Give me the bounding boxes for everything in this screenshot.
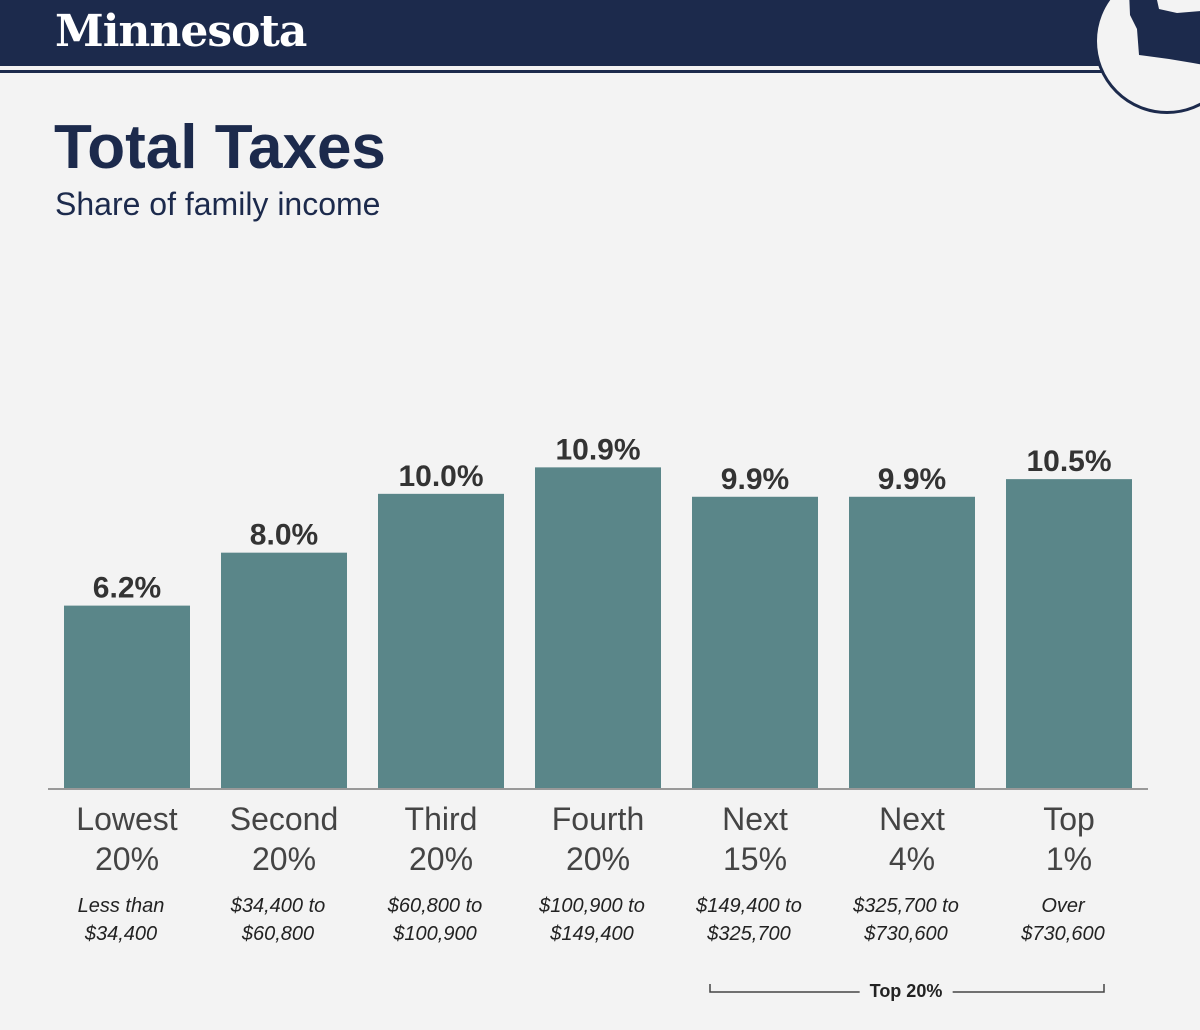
category-label-6-line-1: Next <box>879 801 945 837</box>
category-label-6-line-2: 4% <box>889 841 935 877</box>
bar-6 <box>849 496 975 788</box>
category-label-2-line-2: 20% <box>252 841 316 877</box>
income-range-2-line-2: $60,800 <box>241 923 314 945</box>
category-label-4-line-2: 20% <box>566 841 630 877</box>
value-label-6: 9.9% <box>878 463 946 496</box>
category-label-3-line-2: 20% <box>409 841 473 877</box>
category-label-3-line-1: Third <box>405 801 478 837</box>
income-range-4-line-1: $100,900 to <box>538 895 645 917</box>
income-range-7-line-2: $730,600 <box>1020 923 1104 945</box>
category-label-2-line-1: Second <box>230 801 339 837</box>
bar-7 <box>1006 479 1132 788</box>
page-subtitle: Share of family income <box>55 186 381 222</box>
bar-4 <box>535 467 661 788</box>
income-range-3-line-1: $60,800 to <box>387 895 483 917</box>
header-bar <box>0 0 1200 66</box>
value-label-7: 10.5% <box>1026 445 1111 478</box>
page-title: Total Taxes <box>54 113 386 182</box>
category-label-4-line-1: Fourth <box>552 801 644 837</box>
income-range-1-line-2: $34,400 <box>84 923 157 945</box>
brand-name: Minnesota <box>55 6 307 57</box>
category-label-1-line-1: Lowest <box>76 801 178 837</box>
header-rule <box>0 70 1200 73</box>
value-label-5: 9.9% <box>721 463 789 496</box>
income-range-1-line-1: Less than <box>78 895 165 917</box>
income-range-6-line-1: $325,700 to <box>852 895 959 917</box>
minnesota-shape <box>1129 0 1200 65</box>
income-range-5-line-1: $149,400 to <box>695 895 802 917</box>
category-label-7-line-1: Top <box>1043 801 1095 837</box>
income-range-7-line-1: Over <box>1041 895 1086 917</box>
bar-3 <box>378 493 504 788</box>
value-label-1: 6.2% <box>93 572 161 605</box>
category-label-7-line-2: 1% <box>1046 841 1092 877</box>
category-label-1-line-2: 20% <box>95 841 159 877</box>
value-label-4: 10.9% <box>555 433 640 466</box>
income-range-2-line-1: $34,400 to <box>230 895 326 917</box>
income-range-4-line-2: $149,400 <box>549 923 633 945</box>
top-20-annotation: Top 20% <box>859 981 953 1002</box>
category-label-5-line-1: Next <box>722 801 788 837</box>
income-range-3-line-2: $100,900 <box>392 923 476 945</box>
bar-1 <box>64 605 190 788</box>
income-range-5-line-2: $325,700 <box>706 923 790 945</box>
minnesota-map-icon <box>1094 0 1200 114</box>
bar-2 <box>221 552 347 788</box>
value-label-2: 8.0% <box>250 519 318 552</box>
bar-5 <box>692 496 818 788</box>
value-label-3: 10.0% <box>398 460 483 493</box>
income-range-6-line-2: $730,600 <box>863 923 947 945</box>
category-label-5-line-2: 15% <box>723 841 787 877</box>
